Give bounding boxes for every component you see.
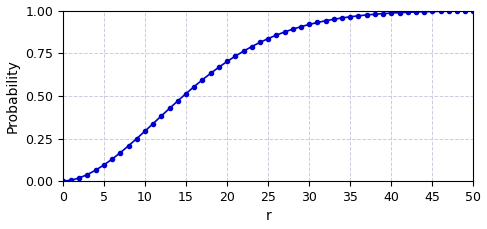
X-axis label: r: r bbox=[265, 210, 271, 224]
Y-axis label: Probability: Probability bbox=[5, 59, 19, 133]
